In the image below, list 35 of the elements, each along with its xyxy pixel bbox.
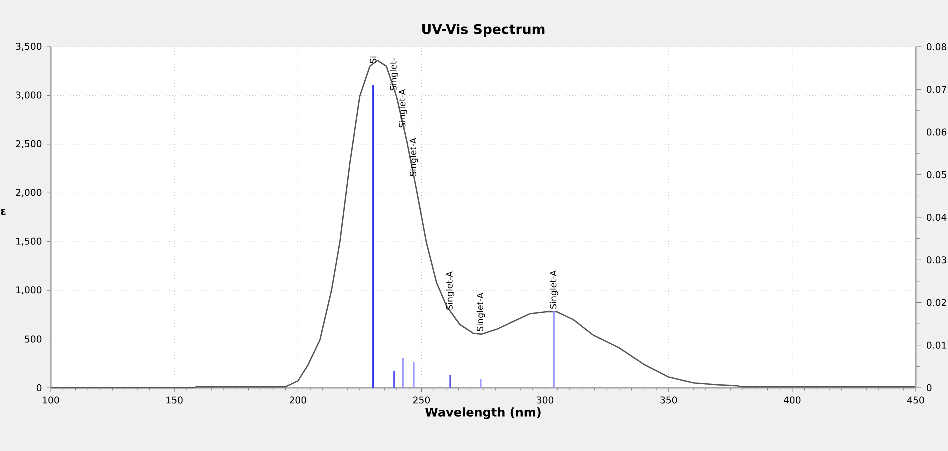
annotation: Singlet- bbox=[390, 58, 398, 91]
annotation: Singlet-A bbox=[446, 272, 455, 310]
x-tick-label: 450 bbox=[908, 396, 924, 404]
chart-title: UV-Vis Spectrum bbox=[422, 24, 545, 37]
annotation: Si bbox=[370, 56, 377, 64]
x-tick-label: 400 bbox=[784, 396, 801, 404]
y2-tick-label: 0.01 bbox=[927, 342, 946, 349]
y-tick-label: 3,500 bbox=[16, 43, 42, 52]
x-tick-label: 200 bbox=[290, 396, 306, 404]
annotation: Singlet-A bbox=[476, 293, 486, 332]
x-tick-label: 350 bbox=[660, 396, 678, 404]
y-tick-label: 2,000 bbox=[16, 189, 42, 198]
y-tick-label: 3,000 bbox=[16, 92, 42, 100]
y2-tick-label: 0.03 bbox=[927, 256, 946, 264]
y-tick-label: 1,000 bbox=[16, 286, 42, 295]
annotation: Singlet-A bbox=[550, 270, 558, 309]
x-tick-label: 150 bbox=[166, 396, 183, 404]
annotation: Singlet-A bbox=[398, 89, 408, 128]
y2-tick-label: 0.07 bbox=[927, 86, 946, 94]
x-tick-label: 250 bbox=[414, 396, 430, 404]
annotation: Singlet-A bbox=[410, 138, 418, 176]
y2-tick-label: 0.06 bbox=[927, 128, 947, 136]
y2-tick-label: 0.02 bbox=[927, 299, 946, 306]
x-tick-label: 100 bbox=[43, 396, 60, 404]
y-tick-label: 1,500 bbox=[16, 238, 42, 246]
y2-tick-label: 0 bbox=[927, 384, 932, 392]
y-axis-title: ε bbox=[1, 209, 6, 216]
y-tick-label: 0 bbox=[36, 384, 42, 392]
y-tick-label: 500 bbox=[25, 336, 42, 343]
y2-tick-label: 0.08 bbox=[927, 43, 947, 51]
y-tick-label: 2,500 bbox=[16, 140, 42, 148]
y2-tick-label: 0.04 bbox=[927, 214, 947, 222]
x-axis-title: Wavelength (nm) bbox=[426, 408, 541, 420]
x-tick-label: 300 bbox=[537, 396, 554, 404]
y2-tick-label: 0.05 bbox=[927, 171, 946, 178]
